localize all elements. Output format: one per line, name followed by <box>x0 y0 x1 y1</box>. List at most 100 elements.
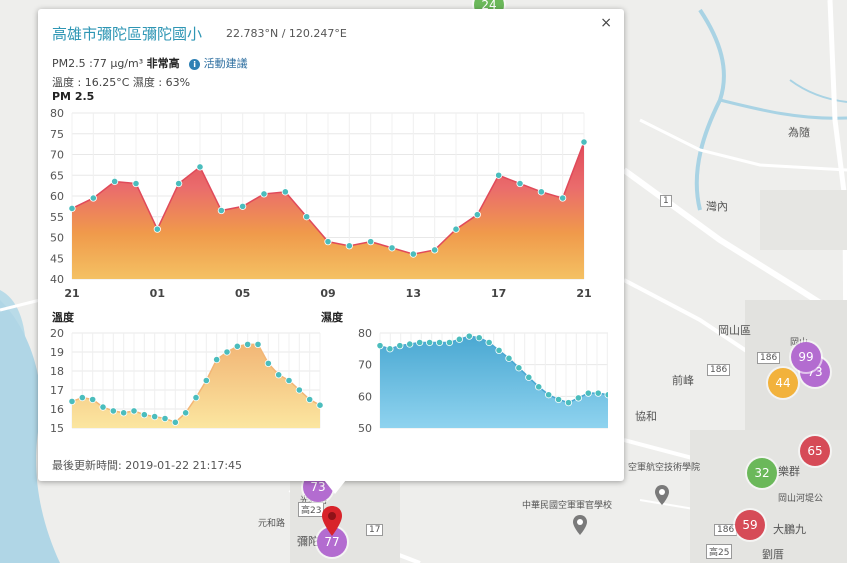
hum-point <box>445 338 454 347</box>
temp-point <box>244 340 252 348</box>
pm25-y-tick-label: 45 <box>50 252 64 265</box>
pm25-y-tick-label: 40 <box>50 273 64 286</box>
pm25-y-tick-label: 80 <box>50 107 64 120</box>
pm25-y-tick-label: 50 <box>50 232 64 245</box>
pm25-point <box>239 202 247 210</box>
activity-advice-link[interactable]: 活動建議 <box>203 57 248 70</box>
info-icon[interactable]: i <box>189 59 201 70</box>
temp-point <box>202 376 210 385</box>
pm25-point <box>516 179 524 188</box>
hum-point <box>525 373 533 381</box>
temperature-chart-title: 溫度 <box>52 311 74 324</box>
pm25-point <box>68 204 76 213</box>
temp-point <box>68 397 76 406</box>
map-label: 岡山河堤公 <box>778 494 824 504</box>
close-icon[interactable]: × <box>600 15 612 31</box>
aq-marker[interactable]: 65 <box>800 436 830 466</box>
pm25-point <box>260 190 268 198</box>
hum-point <box>485 338 493 347</box>
pm25-x-tick-label: 21 <box>576 287 591 300</box>
pm25-y-tick-label: 75 <box>50 128 64 141</box>
temp-point <box>223 348 231 356</box>
temp-point <box>99 403 107 411</box>
road-badge: 186 <box>714 524 738 536</box>
temp-y-tick-label: 20 <box>50 327 64 340</box>
hum-y-tick-label: 70 <box>358 359 372 372</box>
map-label: 岡山區 <box>718 324 751 337</box>
humidity-chart-title: 濕度 <box>321 311 343 324</box>
hum-point <box>564 399 573 407</box>
pm-value: PM2.5 :77 μg/m³ <box>52 57 144 70</box>
temp-point <box>171 418 179 426</box>
hum-point <box>426 338 434 347</box>
hum-y-tick-label: 80 <box>358 327 372 340</box>
pm25-point <box>196 163 204 171</box>
hum-point <box>416 338 424 347</box>
aq-marker[interactable]: 99 <box>791 342 821 372</box>
map-label: 大鵬九 <box>773 523 806 536</box>
hum-point <box>604 391 608 399</box>
pm25-x-tick-label: 21 <box>64 287 79 300</box>
temp-y-tick-label: 17 <box>50 384 64 397</box>
pm25-point <box>153 225 161 233</box>
temp-point <box>161 414 169 423</box>
hum-point <box>386 345 394 353</box>
pm25-point <box>495 171 503 179</box>
pm25-point <box>388 244 396 252</box>
hum-point <box>475 334 483 342</box>
road-badge: 高23 <box>298 502 325 517</box>
school-poi-icon <box>655 485 669 505</box>
hum-point <box>554 395 563 404</box>
road-badge: 高25 <box>706 544 733 559</box>
pm25-y-tick-label: 55 <box>50 211 64 224</box>
pm25-point <box>89 194 97 202</box>
road-badge: 17 <box>366 524 384 536</box>
road-badge: 186 <box>757 352 781 364</box>
aq-marker[interactable]: 32 <box>747 458 777 488</box>
school-poi-icon <box>573 515 587 535</box>
pm25-chart-title: PM 2.5 <box>52 90 95 103</box>
selected-location-pin-icon[interactable] <box>321 505 343 537</box>
hum-point <box>505 354 513 362</box>
temp-point <box>120 409 128 417</box>
temp-point <box>254 340 262 348</box>
pm25-x-tick-label: 17 <box>491 287 506 300</box>
map-label: 樂群 <box>778 465 800 478</box>
pm25-point <box>409 250 417 258</box>
temp-y-tick-label: 16 <box>50 403 64 416</box>
pm25-point <box>217 206 225 215</box>
pm25-chart: 40 45 50 55 60 65 70 75 80 21 01 05 09 13 17 21 <box>50 107 592 300</box>
pm25-point <box>111 177 119 186</box>
pm25-y-tick-label: 70 <box>50 149 64 162</box>
station-popup: × 高雄市彌陀區彌陀國小 22.783°N / 120.247°E PM2.5 … <box>38 9 624 481</box>
map-label: 元和路 <box>258 519 286 529</box>
temp-point <box>264 359 272 368</box>
temp-y-tick-label: 15 <box>50 422 64 435</box>
aq-marker[interactable]: 77 <box>317 527 347 557</box>
pm25-point <box>345 242 353 250</box>
hum-point <box>574 394 582 402</box>
pm25-point <box>367 238 375 246</box>
map-label: 中華民國空軍軍官學校 <box>522 501 613 511</box>
temp-point <box>213 355 221 364</box>
hum-point <box>535 383 543 391</box>
hum-point <box>495 346 503 355</box>
pm25-point <box>559 194 567 202</box>
temp-point <box>140 411 148 419</box>
temp-point <box>306 395 314 404</box>
hum-point <box>465 332 473 340</box>
pm25-x-tick-label: 01 <box>150 287 165 300</box>
aq-marker[interactable]: 44 <box>768 368 798 398</box>
hum-point <box>406 340 414 348</box>
station-name: 高雄市彌陀區彌陀國小 <box>52 25 203 43</box>
hum-y-tick-label: 50 <box>358 422 372 435</box>
hum-point <box>455 335 463 343</box>
aq-marker[interactable]: 59 <box>735 510 765 540</box>
pm25-y-tick-label: 60 <box>50 190 64 203</box>
pm25-point <box>580 138 588 146</box>
temp-y-tick-label: 18 <box>50 365 64 378</box>
pm25-point <box>281 188 289 196</box>
station-coords: 22.783°N / 120.247°E <box>226 27 347 40</box>
temp-point <box>192 394 200 402</box>
